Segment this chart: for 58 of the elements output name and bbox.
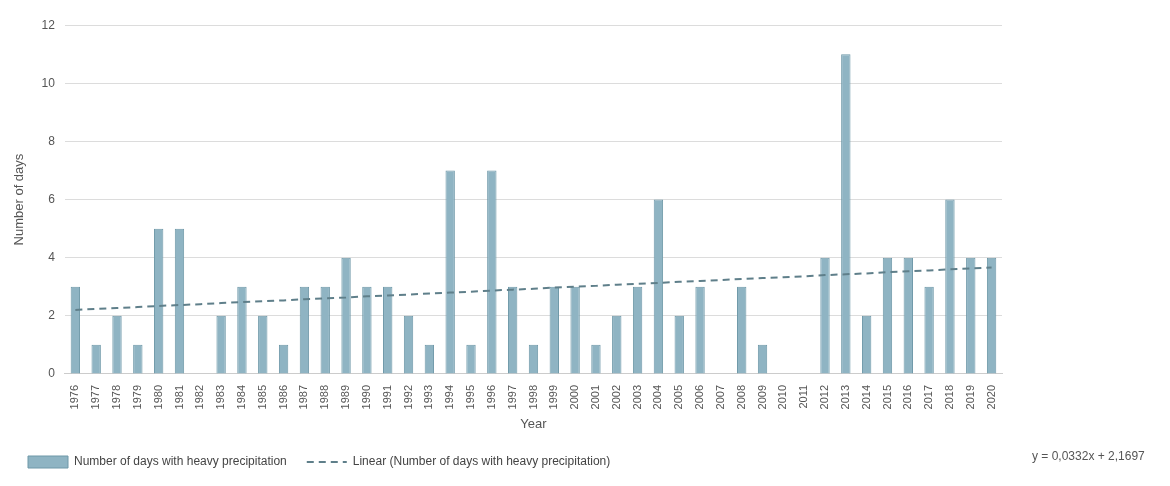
legend-label: Linear (Number of days with heavy precipitation) (352, 454, 611, 469)
x-tick-label: 2008 (734, 384, 747, 410)
x-tick-label: 2018 (942, 384, 955, 410)
x-tick-label: 2000 (568, 384, 581, 410)
y-tick-label: 12 (41, 17, 56, 32)
x-tick-label: 2012 (818, 384, 831, 410)
x-tick-label: 2013 (838, 384, 851, 410)
x-tick-label: 1987 (297, 384, 310, 410)
x-tick-label: 1989 (339, 384, 352, 410)
x-tick-label: 1990 (359, 384, 372, 410)
x-tick-label: 1976 (68, 384, 81, 410)
x-tick-label: 2020 (984, 384, 997, 410)
x-tick-label: 1983 (214, 384, 227, 410)
text: y = 0,0332x + 2,1697 (1032, 449, 1146, 464)
x-tick-label: 2009 (755, 384, 768, 410)
x-tick-label: 2010 (776, 384, 789, 410)
x-tick-label: 2014 (859, 384, 872, 410)
x-tick-label: 2004 (651, 384, 664, 410)
line-series (74, 266, 993, 311)
x-tick-label: 1996 (484, 384, 497, 410)
x-tick-label: 1991 (380, 384, 393, 410)
x-tick-label: 1986 (276, 384, 289, 410)
x-tick-label: 1977 (89, 384, 102, 410)
x-tick-label: 1985 (255, 384, 268, 410)
x-tick-label: 2019 (963, 384, 976, 410)
x-tick-label: 1995 (464, 384, 477, 410)
x-tick-label: 1982 (193, 384, 206, 410)
x-tick-label: 2016 (901, 384, 914, 410)
y-tick-label: 0 (48, 366, 56, 381)
y-tick-label: 10 (41, 75, 56, 90)
x-tick-label: 1993 (422, 384, 435, 410)
x-tick-label: 1984 (234, 384, 247, 410)
x-tick-label: 1979 (130, 384, 143, 410)
y-tick-label: 6 (48, 191, 56, 206)
x-tick-label: 1978 (110, 384, 123, 410)
x-tick-label: 2011 (797, 384, 810, 409)
x-tick-label: 2017 (922, 384, 935, 410)
legend-label: Number of days with heavy precipitation (74, 454, 287, 469)
x-tick-label: 1980 (151, 384, 164, 410)
y-tick-label: 2 (48, 308, 56, 323)
x-tick-label: 2001 (588, 384, 601, 410)
x-tick-label: 1994 (443, 384, 456, 410)
y-tick-label: 8 (48, 133, 56, 148)
x-tick-label: 2007 (713, 384, 726, 410)
x-tick-label: 1999 (547, 384, 560, 410)
x-tick-label: 2002 (609, 384, 622, 410)
x-tick-label: 1992 (401, 384, 414, 410)
x-tick-label: 1988 (318, 384, 331, 410)
x-tick-label: 2006 (693, 384, 706, 410)
y-axis-title: Number of days (11, 153, 27, 246)
x-tick-label: 2003 (630, 384, 643, 410)
x-tick-label: 2005 (672, 384, 685, 410)
x-tick-label: 1997 (505, 384, 518, 410)
x-tick-label: 2015 (880, 384, 893, 410)
x-tick-label: 1998 (526, 384, 539, 410)
x-axis-title: Year (520, 415, 548, 431)
y-tick-label: 4 (48, 250, 56, 264)
x-tick-label: 1981 (172, 384, 185, 410)
